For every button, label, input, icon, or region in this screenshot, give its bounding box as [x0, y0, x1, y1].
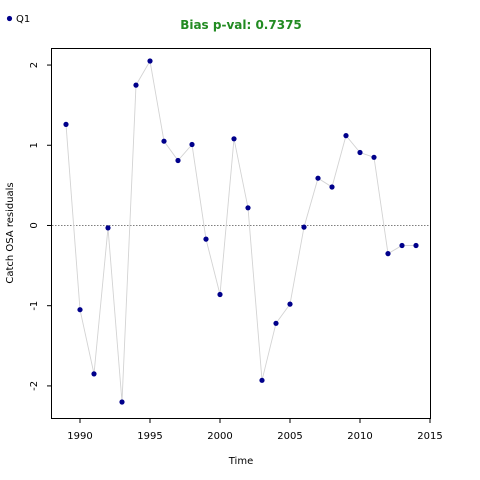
x-tick-label: 2010	[347, 431, 372, 442]
x-tick-label: 2000	[207, 431, 232, 442]
plot-frame	[51, 48, 431, 419]
data-point	[77, 307, 83, 313]
data-point	[119, 399, 125, 405]
x-axis: 1990 1995 2000 2005 2010 2015	[67, 418, 443, 442]
data-point	[203, 236, 209, 242]
data-point	[161, 138, 167, 144]
data-point	[105, 225, 111, 231]
y-tick-label: -1	[29, 301, 40, 311]
x-tick-label: 1995	[137, 431, 162, 442]
data-point	[343, 133, 349, 139]
data-point	[385, 251, 391, 257]
legend-marker-q1	[6, 15, 13, 22]
data-point	[399, 242, 405, 249]
data-point	[413, 242, 419, 249]
x-tick-label: 2015	[417, 431, 442, 442]
data-point	[357, 149, 363, 156]
y-tick-label: 0	[29, 222, 40, 228]
x-axis-label: Time	[228, 456, 253, 467]
data-point	[301, 224, 307, 230]
x-tick-label: 2005	[277, 431, 302, 442]
series-line-q1	[65, 59, 416, 403]
data-point	[133, 82, 139, 88]
y-tick-label: -2	[29, 381, 40, 391]
data-points	[63, 58, 419, 405]
data-point	[189, 141, 195, 148]
chart-title: Bias p-val: 0.7375	[180, 18, 302, 32]
data-point	[287, 301, 293, 307]
data-point	[147, 58, 153, 64]
data-point	[259, 377, 265, 383]
data-point	[315, 175, 321, 181]
legend-label-q1: Q1	[16, 14, 30, 25]
y-tick-label: 1	[29, 142, 40, 148]
data-point	[329, 184, 335, 190]
y-tick-label: 2	[29, 62, 40, 68]
data-point	[217, 291, 223, 298]
legend: Q1	[6, 14, 30, 25]
data-point	[371, 154, 377, 160]
series-line-group	[65, 59, 416, 403]
data-point	[245, 205, 251, 211]
data-point	[175, 157, 181, 164]
y-axis-label: Catch OSA residuals	[5, 182, 16, 283]
data-point	[273, 320, 279, 326]
data-point	[91, 371, 97, 377]
x-tick-label: 1990	[67, 431, 92, 442]
data-point	[63, 121, 69, 127]
y-axis: -2 -1 0 1 2	[29, 62, 52, 391]
data-point	[231, 136, 237, 142]
